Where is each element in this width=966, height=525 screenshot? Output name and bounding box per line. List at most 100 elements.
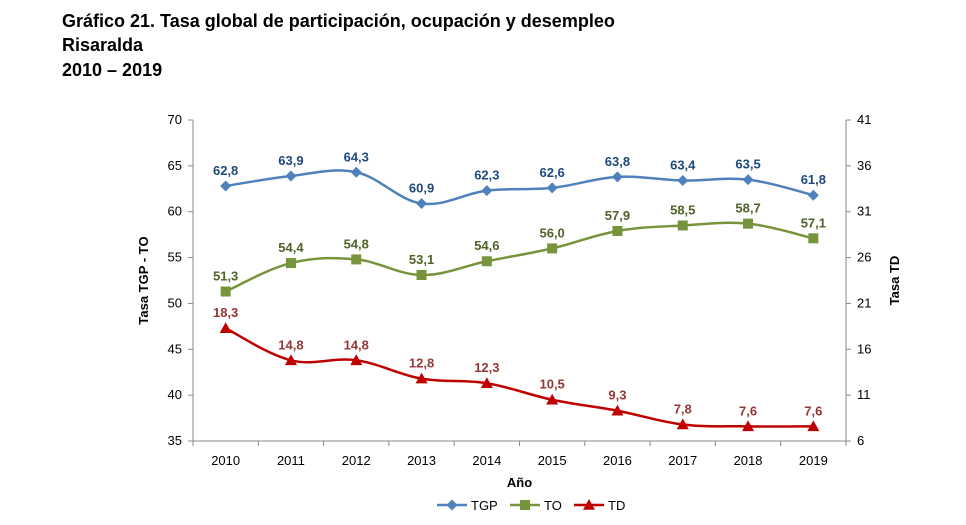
data-point-td <box>480 377 493 389</box>
series-line-to <box>225 221 814 293</box>
x-tick-label: 2011 <box>277 453 305 468</box>
data-label-td: 7,6 <box>739 403 757 418</box>
data-point-to <box>481 256 492 267</box>
data-point-tgp <box>285 170 297 182</box>
y-right-tick-label: 11 <box>857 387 871 402</box>
data-point-to <box>743 218 754 229</box>
y-left-tick-label: 65 <box>168 158 182 173</box>
data-label-to: 58,5 <box>670 202 695 217</box>
data-label-td: 18,3 <box>213 305 238 320</box>
y-right-tick-label: 21 <box>857 295 871 310</box>
data-label-td: 7,6 <box>804 403 822 418</box>
data-point-to <box>416 269 427 280</box>
x-tick-label: 2017 <box>668 453 697 468</box>
series-line-td <box>225 327 814 428</box>
y-left-tick-label: 40 <box>168 387 182 402</box>
data-label-to: 58,7 <box>735 201 760 216</box>
data-point-td <box>546 393 559 405</box>
data-point-tgp <box>546 182 558 194</box>
data-label-tgp: 61,8 <box>801 172 826 187</box>
data-label-tgp: 62,6 <box>539 165 564 180</box>
x-tick-label: 2014 <box>472 453 501 468</box>
data-point-tgp <box>416 197 428 209</box>
y-left-tick-label: 50 <box>168 295 182 310</box>
data-label-td: 14,8 <box>278 337 303 352</box>
x-tick-label: 2016 <box>603 453 632 468</box>
data-label-td: 14,8 <box>344 337 369 352</box>
data-point-tgp <box>481 185 493 197</box>
y-left-tick-label: 60 <box>168 204 182 219</box>
y-right-tick-label: 26 <box>857 250 871 265</box>
y-axis-left-title: Tasa TGP - TO <box>136 236 151 324</box>
y-right-tick-label: 41 <box>857 112 871 127</box>
legend-label-to: TO <box>544 498 562 513</box>
data-point-to <box>220 286 231 297</box>
data-point-tgp <box>350 166 362 178</box>
legend-label-td: TD <box>608 498 625 513</box>
data-point-td <box>219 322 232 333</box>
data-label-to: 57,9 <box>605 208 630 223</box>
x-tick-label: 2015 <box>538 453 567 468</box>
y-right-tick-label: 16 <box>857 341 871 356</box>
x-tick-label: 2019 <box>799 453 828 468</box>
data-label-td: 7,8 <box>674 401 692 416</box>
data-label-to: 54,8 <box>344 236 369 251</box>
data-label-tgp: 62,8 <box>213 163 238 178</box>
y-right-tick-label: 31 <box>857 204 871 219</box>
y-left-tick-label: 45 <box>168 341 182 356</box>
data-label-td: 12,8 <box>409 356 434 371</box>
data-point-to <box>612 225 623 236</box>
data-label-to: 54,4 <box>278 240 304 255</box>
data-label-td: 9,3 <box>608 388 626 403</box>
data-point-td <box>415 372 428 384</box>
data-point-to <box>808 233 819 244</box>
legend-marker-to <box>520 500 530 510</box>
x-tick-label: 2012 <box>342 453 371 468</box>
x-axis-title: Año <box>507 475 532 490</box>
data-point-to <box>677 220 688 231</box>
data-point-td <box>742 420 755 432</box>
series-line-tgp <box>225 169 814 206</box>
chart-subtitle-period: 2010 – 2019 <box>62 60 163 80</box>
data-label-tgp: 63,4 <box>670 158 696 173</box>
y-left-tick-label: 70 <box>168 112 182 127</box>
legend-marker-tgp <box>446 499 458 511</box>
data-point-td <box>284 354 297 366</box>
data-point-td <box>350 354 363 366</box>
x-tick-label: 2010 <box>211 453 240 468</box>
data-point-to <box>547 243 558 254</box>
y-left-tick-label: 35 <box>168 433 182 448</box>
data-label-to: 54,6 <box>474 238 499 253</box>
y-right-tick-label: 36 <box>857 158 871 173</box>
data-point-td <box>611 404 624 416</box>
data-label-to: 57,1 <box>801 215 826 230</box>
y-left-tick-label: 55 <box>168 250 182 265</box>
data-label-tgp: 63,8 <box>605 154 630 169</box>
x-tick-label: 2013 <box>407 453 436 468</box>
data-point-td <box>807 420 820 432</box>
data-label-to: 56,0 <box>539 225 564 240</box>
legend-label-tgp: TGP <box>471 498 498 513</box>
data-label-tgp: 63,9 <box>278 153 303 168</box>
data-label-to: 51,3 <box>213 269 238 284</box>
legend-marker-td <box>583 499 595 510</box>
data-label-td: 10,5 <box>539 377 564 392</box>
data-label-to: 53,1 <box>409 252 434 267</box>
data-point-td <box>676 418 689 430</box>
chart-title: Gráfico 21. Tasa global de participación… <box>62 11 615 31</box>
data-label-tgp: 60,9 <box>409 180 434 195</box>
data-label-tgp: 63,5 <box>735 157 760 172</box>
data-point-tgp <box>677 175 689 187</box>
data-point-tgp <box>611 171 623 183</box>
data-label-tgp: 64,3 <box>344 149 369 164</box>
data-label-td: 12,3 <box>474 360 499 375</box>
data-label-tgp: 62,3 <box>474 168 499 183</box>
data-point-tgp <box>220 180 232 192</box>
y-right-tick-label: 6 <box>857 433 864 448</box>
data-point-tgp <box>742 174 754 186</box>
data-point-to <box>285 258 296 269</box>
chart-subtitle-region: Risaralda <box>62 35 144 55</box>
x-tick-label: 2018 <box>734 453 763 468</box>
data-point-to <box>351 254 362 265</box>
